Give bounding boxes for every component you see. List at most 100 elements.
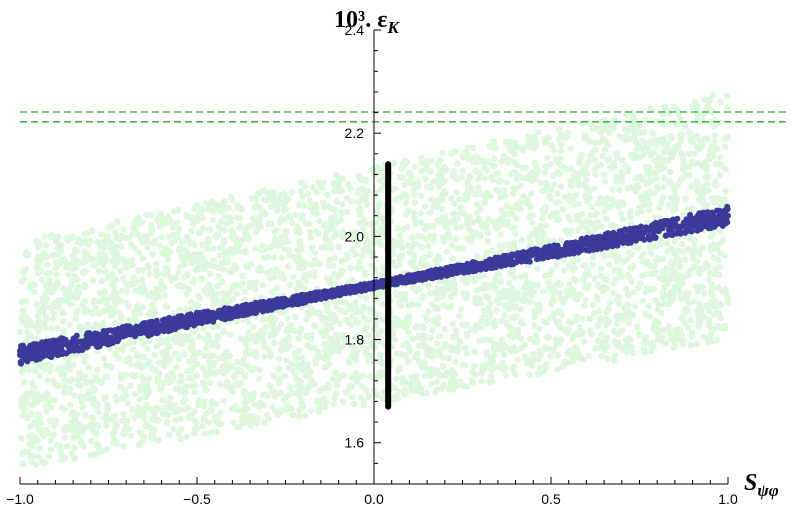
band-point bbox=[66, 385, 74, 393]
band-point bbox=[537, 179, 544, 187]
band-point bbox=[560, 164, 567, 171]
band-point bbox=[629, 349, 637, 356]
band-point bbox=[493, 306, 500, 314]
band-point bbox=[526, 371, 533, 379]
band-point bbox=[471, 348, 478, 355]
band-point bbox=[411, 199, 418, 206]
band-point bbox=[234, 214, 241, 221]
band-point bbox=[610, 357, 618, 364]
band-point bbox=[308, 333, 315, 340]
band-point bbox=[582, 296, 589, 304]
band-point bbox=[259, 337, 267, 345]
band-point bbox=[140, 363, 148, 370]
band-point bbox=[82, 393, 90, 400]
band-point bbox=[43, 407, 50, 414]
band-point bbox=[476, 170, 483, 177]
band-point bbox=[157, 386, 164, 393]
band-point bbox=[168, 239, 175, 246]
band-point bbox=[377, 186, 385, 193]
band-point bbox=[172, 350, 179, 357]
band-point bbox=[303, 316, 310, 323]
band-point bbox=[283, 228, 290, 235]
band-point bbox=[455, 344, 462, 351]
band-point bbox=[98, 308, 105, 316]
band-point bbox=[65, 271, 72, 278]
band-point bbox=[185, 374, 193, 382]
band-point bbox=[18, 434, 25, 442]
band-point bbox=[307, 234, 314, 241]
band-point bbox=[724, 299, 731, 306]
band-point bbox=[714, 257, 722, 264]
band-point bbox=[147, 222, 155, 229]
band-point bbox=[108, 280, 116, 288]
band-point bbox=[421, 359, 428, 366]
band-point bbox=[247, 365, 254, 372]
band-point bbox=[398, 295, 405, 303]
band-point bbox=[365, 357, 372, 364]
band-point bbox=[54, 261, 61, 269]
band-point bbox=[717, 301, 725, 308]
band-point bbox=[63, 443, 71, 450]
band-point bbox=[136, 396, 143, 403]
band-point bbox=[716, 240, 724, 248]
band-point bbox=[675, 284, 682, 291]
band-point bbox=[89, 427, 97, 434]
band-point bbox=[322, 399, 329, 406]
band-point bbox=[297, 241, 304, 248]
band-point bbox=[47, 437, 54, 445]
band-point bbox=[182, 406, 189, 413]
band-point bbox=[68, 450, 75, 457]
band-point bbox=[277, 389, 284, 397]
band-point bbox=[517, 205, 524, 212]
band-point bbox=[95, 255, 103, 262]
band-point bbox=[210, 300, 218, 307]
band-point bbox=[207, 351, 215, 359]
band-point bbox=[48, 404, 55, 411]
band-point bbox=[710, 254, 717, 261]
band-point bbox=[550, 310, 557, 318]
band-point bbox=[18, 277, 25, 285]
band-point bbox=[177, 372, 185, 379]
band-point bbox=[354, 265, 361, 272]
band-point bbox=[354, 198, 361, 205]
band-point bbox=[660, 255, 667, 262]
band-point bbox=[532, 162, 539, 170]
band-point bbox=[426, 289, 434, 297]
band-point bbox=[368, 262, 376, 269]
band-point bbox=[540, 288, 547, 295]
band-point bbox=[169, 224, 177, 231]
band-point bbox=[324, 191, 331, 198]
band-point bbox=[352, 356, 360, 364]
band-point bbox=[252, 338, 259, 345]
band-point bbox=[69, 376, 76, 383]
band-point bbox=[209, 339, 216, 346]
band-point bbox=[55, 303, 62, 310]
band-point bbox=[109, 439, 117, 446]
band-point bbox=[578, 316, 586, 323]
band-point bbox=[127, 382, 134, 389]
band-point bbox=[703, 180, 711, 187]
band-point bbox=[239, 272, 247, 279]
band-point bbox=[603, 215, 610, 222]
band-point bbox=[606, 261, 613, 269]
band-point bbox=[146, 375, 153, 382]
band-point bbox=[214, 418, 222, 425]
band-point bbox=[231, 372, 238, 379]
band-point bbox=[625, 249, 632, 256]
band-point bbox=[511, 363, 518, 371]
band-point bbox=[557, 148, 565, 155]
band-point bbox=[619, 216, 626, 223]
band-point bbox=[372, 344, 379, 351]
band-point bbox=[489, 281, 497, 289]
band-point bbox=[438, 179, 446, 187]
band-point bbox=[175, 225, 183, 233]
band-point bbox=[451, 370, 458, 378]
band-point bbox=[587, 229, 595, 236]
band-point bbox=[34, 319, 41, 326]
band-point bbox=[241, 247, 249, 255]
band-point bbox=[414, 350, 421, 358]
band-point bbox=[85, 364, 92, 371]
band-point bbox=[81, 231, 89, 238]
band-point bbox=[700, 333, 708, 340]
band-point bbox=[236, 423, 243, 431]
